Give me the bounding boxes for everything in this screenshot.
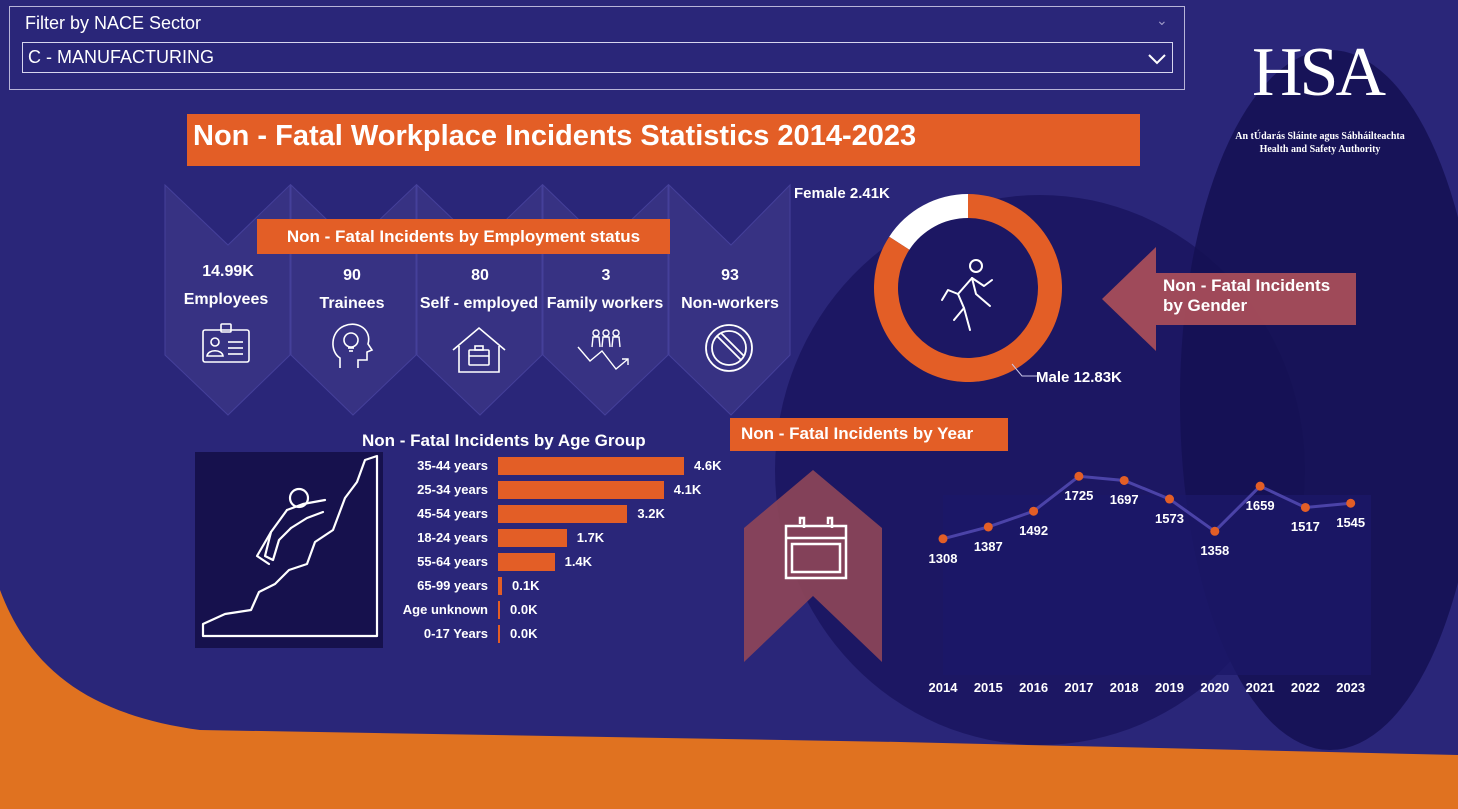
- age-category-label: 45-54 years: [417, 506, 488, 521]
- year-line-chart: [938, 471, 1356, 544]
- employees-value: 14.99K: [202, 263, 254, 280]
- age-bar[interactable]: [498, 625, 500, 643]
- year-series-line: [942, 474, 1351, 541]
- age-value-label: 1.7K: [576, 530, 605, 545]
- nace-sector-dropdown[interactable]: [22, 42, 1173, 73]
- trainees-label: Trainees: [319, 295, 385, 312]
- year-point[interactable]: [1300, 502, 1310, 512]
- nace-filter-panel: [9, 6, 1185, 90]
- chevron-down-icon[interactable]: [1146, 48, 1168, 68]
- age-value-label: 4.6K: [694, 458, 722, 473]
- id-badge-icon: [202, 323, 250, 363]
- age-bar[interactable]: [498, 529, 567, 547]
- title-banner: [187, 114, 1140, 166]
- selected-sector: C - MANUFACTURING: [28, 47, 214, 67]
- male-leader-line: [1011, 363, 1038, 377]
- year-point[interactable]: [983, 522, 993, 532]
- age-category-label: 18-24 years: [417, 530, 488, 545]
- age-value-label: 1.4K: [564, 554, 593, 569]
- age-category-label: 65-99 years: [417, 578, 488, 593]
- employees-label: Employees: [183, 291, 269, 308]
- age-category-label: Age unknown: [402, 602, 488, 617]
- year-axis-label: 2019: [1155, 680, 1184, 695]
- year-value-label: 1308: [928, 550, 958, 566]
- year-point[interactable]: [1165, 494, 1174, 504]
- year-axis-label: 2017: [1064, 680, 1094, 695]
- calendar-arrow: [744, 470, 882, 662]
- year-value-label: 1697: [1109, 492, 1139, 508]
- year-point[interactable]: [938, 534, 948, 544]
- employment-header: Non - Fatal Incidents by Employment stat…: [286, 227, 641, 246]
- year-value-label: 1725: [1064, 488, 1094, 504]
- year-header-bar: [730, 418, 1008, 451]
- year-axis-label: 2015: [973, 680, 1003, 695]
- year-point[interactable]: [1346, 498, 1356, 508]
- family-workers-label: Family workers: [546, 295, 664, 312]
- age-value-label: 3.2K: [637, 506, 665, 521]
- filter-label: Filter by NACE Sector: [25, 13, 202, 33]
- gender-title-line2: by Gender: [1163, 296, 1248, 315]
- gender-arrow: [1102, 247, 1356, 351]
- year-axis-label: 2018: [1109, 680, 1139, 695]
- age-bar[interactable]: [498, 505, 628, 523]
- age-bar[interactable]: [498, 601, 500, 619]
- non-workers-label: Non-workers: [681, 295, 779, 312]
- age-chart-title: Non - Fatal Incidents by Age Group: [362, 431, 646, 450]
- age-category-label: 0-17 Years: [423, 626, 488, 641]
- page-title: Non - Fatal Workplace Incidents Statisti…: [193, 120, 917, 152]
- year-axis-label: 2016: [1019, 680, 1049, 695]
- year-header: Non - Fatal Incidents by Year: [741, 424, 974, 443]
- year-value-label: 1517: [1290, 519, 1320, 535]
- gender-title-line1: Non - Fatal Incidents: [1163, 276, 1331, 295]
- age-value-label: 0.1K: [512, 578, 540, 593]
- house-briefcase-icon: [452, 326, 506, 373]
- gender-title: Non - Fatal Incidents by Gender: [1163, 276, 1363, 316]
- year-point[interactable]: [1119, 475, 1129, 485]
- year-value-label: 1659: [1245, 498, 1275, 514]
- logo-subtitle-english: Health and Safety Authority: [1259, 144, 1381, 155]
- prohibited-icon: [705, 324, 753, 372]
- age-value-label: 0.0K: [510, 626, 538, 641]
- year-value-label: 1358: [1200, 543, 1230, 559]
- age-bar[interactable]: [498, 577, 503, 595]
- year-value-label: 1573: [1155, 511, 1184, 527]
- year-axis-label: 2023: [1336, 680, 1366, 695]
- employment-header-bar: [257, 219, 670, 254]
- logo-subtitle-irish: An tÚdarás Sláinte agus Sábháilteachta: [1235, 131, 1405, 142]
- year-axis-label: 2021: [1245, 680, 1275, 695]
- hsa-logo: HSA: [1252, 34, 1386, 111]
- age-value-label: 0.0K: [510, 602, 538, 617]
- family-growth-icon: [577, 329, 629, 371]
- year-point[interactable]: [1210, 526, 1220, 536]
- self-employed-value: 80: [471, 267, 489, 284]
- age-bar[interactable]: [498, 553, 555, 571]
- self-employed-label: Self - employed: [419, 295, 539, 312]
- trainees-value: 90: [343, 267, 361, 284]
- age-bar[interactable]: [498, 481, 664, 499]
- lightbulb-head-icon: [332, 323, 374, 368]
- male-label: Male 12.83K: [1036, 369, 1122, 386]
- year-point[interactable]: [1255, 481, 1265, 491]
- year-value-label: 1492: [1019, 523, 1049, 539]
- year-axis-label: 2020: [1200, 680, 1230, 695]
- age-bar[interactable]: [498, 457, 684, 475]
- donut-slice-female[interactable]: [889, 194, 968, 250]
- year-axis-label: 2014: [928, 680, 958, 695]
- climbing-person-illustration: [195, 452, 383, 648]
- year-point[interactable]: [1029, 506, 1039, 516]
- filter-collapse-icon[interactable]: ⌄: [1156, 12, 1168, 28]
- running-person-icon: [941, 259, 993, 331]
- non-workers-value: 93: [721, 267, 739, 284]
- age-category-label: 55-64 years: [417, 554, 488, 569]
- gender-donut-chart: [874, 194, 1062, 382]
- age-category-label: 35-44 years: [417, 458, 488, 473]
- age-category-label: 25-34 years: [417, 482, 488, 497]
- year-axis-label: 2022: [1290, 680, 1320, 695]
- family-workers-value: 3: [601, 267, 611, 284]
- year-value-label: 1545: [1336, 515, 1366, 531]
- age-value-label: 4.1K: [673, 482, 702, 497]
- female-label: Female 2.41K: [794, 185, 890, 202]
- year-point[interactable]: [1074, 471, 1084, 481]
- year-value-label: 1387: [973, 538, 1003, 554]
